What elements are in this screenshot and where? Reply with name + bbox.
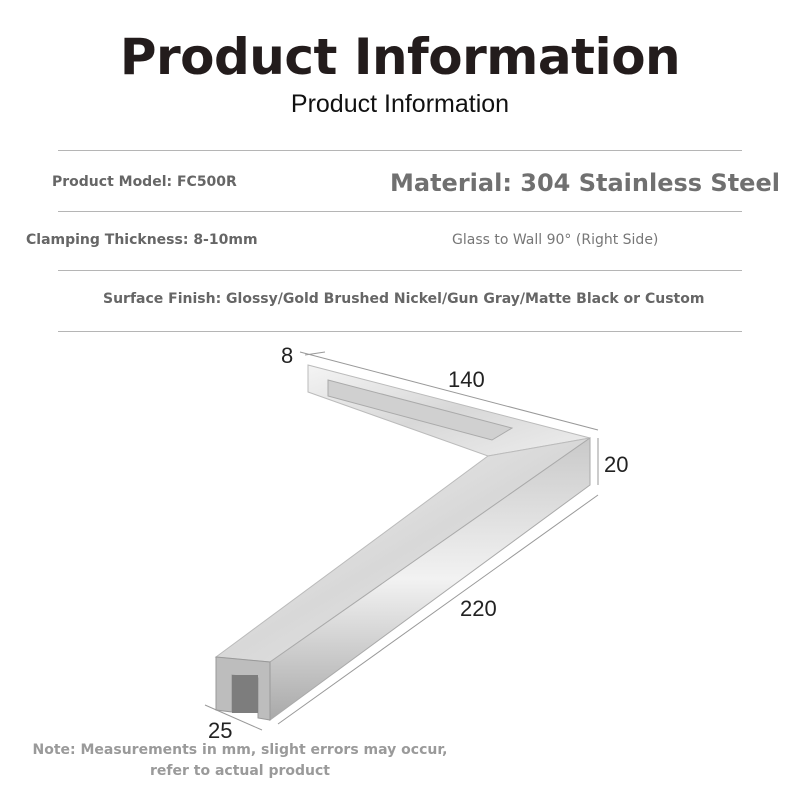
dimension-label: 8 bbox=[281, 343, 294, 368]
long-arm-side bbox=[269, 437, 591, 721]
page-title: Product Information bbox=[119, 28, 681, 86]
installation-angle: Glass to Wall 90° (Right Side) bbox=[452, 232, 659, 248]
recessed-plate bbox=[327, 379, 514, 441]
surface-finish: Surface Finish: Glossy/Gold Brushed Nick… bbox=[103, 291, 705, 307]
divider bbox=[58, 270, 742, 271]
note-line: Note: Measurements in mm, slight errors … bbox=[32, 742, 448, 758]
divider bbox=[58, 150, 742, 151]
long-arm-top bbox=[214, 437, 591, 663]
divider bbox=[58, 331, 742, 332]
dimension-label: 20 bbox=[604, 452, 629, 477]
clamping-thickness: Clamping Thickness: 8-10mm bbox=[26, 232, 258, 248]
material: Material: 304 Stainless Steel bbox=[390, 169, 780, 197]
product-model: Product Model: FC500R bbox=[52, 174, 237, 190]
page-subtitle: Product Information bbox=[290, 90, 510, 118]
measurement-note: Note: Measurements in mm, slight errors … bbox=[0, 740, 480, 782]
divider bbox=[58, 211, 742, 212]
dimension-label: 220 bbox=[460, 596, 497, 621]
note-line: refer to actual product bbox=[150, 763, 330, 779]
dimension-label: 25 bbox=[208, 718, 233, 743]
dimension-label: 140 bbox=[448, 367, 485, 392]
